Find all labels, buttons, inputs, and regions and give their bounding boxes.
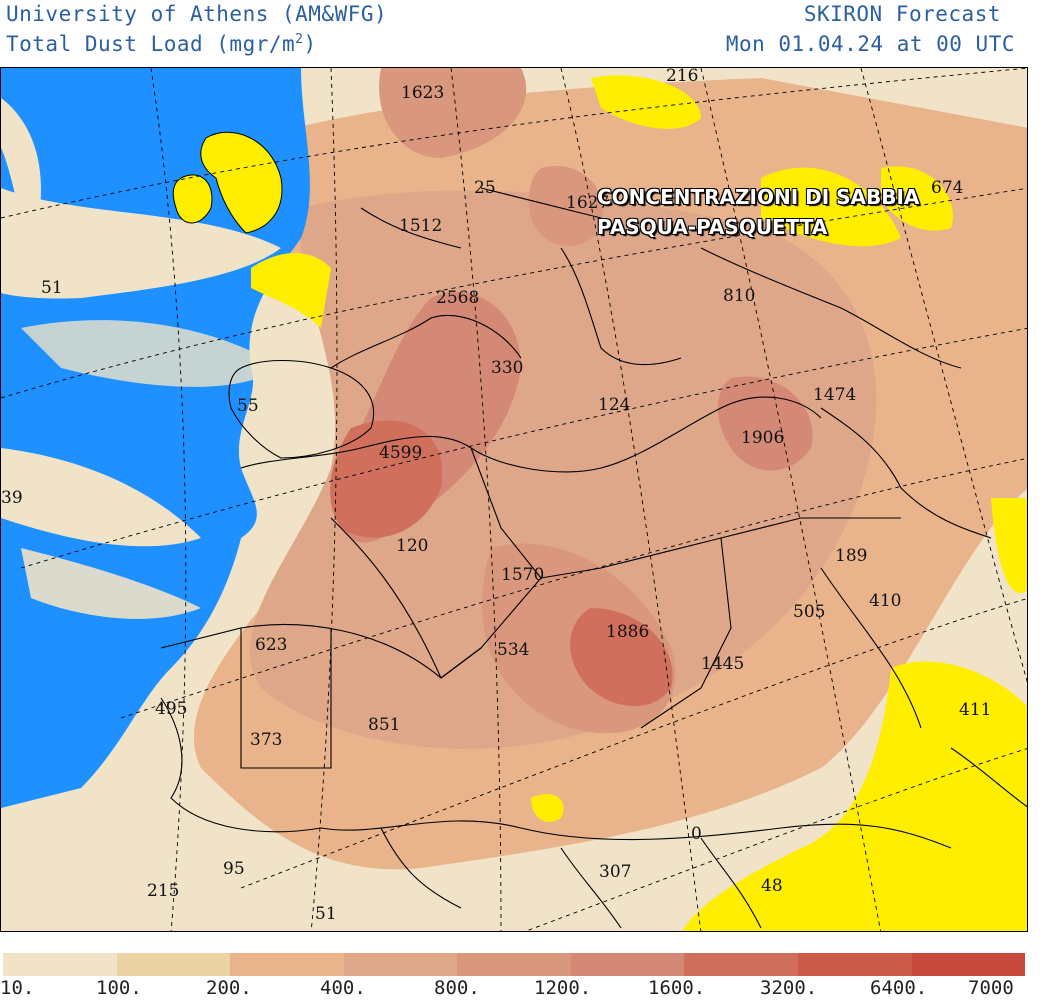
- map-value-label: 215: [147, 881, 180, 901]
- legend-swatch: [457, 953, 571, 976]
- legend-label: 100.: [96, 977, 142, 999]
- legend-label: 800.: [434, 977, 480, 999]
- legend-label: 6400.: [870, 977, 928, 999]
- map-value-label: 1623: [401, 83, 445, 103]
- legend-label: 200.: [206, 977, 252, 999]
- map-value-label: 410: [869, 591, 902, 611]
- map-value-label: 810: [723, 286, 756, 306]
- map-value-label: 39: [1, 488, 23, 508]
- map-value-label: 55: [237, 396, 259, 416]
- color-legend: [3, 953, 1026, 976]
- overlay-line1: CONCENTRAZIONI DI SABBIA: [597, 185, 920, 209]
- legend-swatch: [230, 953, 344, 976]
- legend-labels: 10. 100. 200. 400. 800. 1200. 1600. 3200. 6400. 7…: [0, 977, 1057, 999]
- map-value-label: 330: [491, 358, 524, 378]
- map-value-label: 495: [155, 699, 188, 719]
- map-value-label: 0: [691, 824, 702, 844]
- map-value-label: 1570: [501, 565, 545, 585]
- institution-label: University of Athens (AM&WFG): [6, 2, 388, 26]
- dust-map[interactable]: 1623 216 25 1627 1512 674 51 2568 810 330 55 124 147…: [0, 67, 1028, 932]
- map-value-label: 124: [598, 395, 631, 415]
- map-value-label: 1512: [399, 216, 443, 236]
- legend-swatch: [684, 953, 798, 976]
- map-value-label: 411: [959, 700, 992, 720]
- map-value-label: 51: [41, 278, 63, 298]
- map-value-label: 1627: [566, 193, 610, 213]
- map-value-label: 48: [761, 876, 783, 896]
- legend-swatch: [570, 953, 685, 976]
- map-value-label: 373: [250, 730, 283, 750]
- legend-label: 3200.: [760, 977, 818, 999]
- map-value-label: 851: [368, 715, 401, 735]
- valid-time-label: Mon 01.04.24 at 00 UTC: [725, 32, 1015, 56]
- map-value-label: 534: [497, 640, 530, 660]
- legend-label: 10.: [0, 977, 35, 999]
- legend-swatch: [797, 953, 912, 976]
- overlay-caption: CONCENTRAZIONI DI SABBIA PASQUA-PASQUETT…: [597, 182, 919, 242]
- legend-swatch: [343, 953, 458, 976]
- map-value-label: 623: [255, 635, 288, 655]
- product-title: Total Dust Load (mgr/m2): [6, 32, 317, 56]
- map-value-label: 1445: [701, 654, 745, 674]
- map-value-label: 51: [315, 904, 337, 924]
- map-value-label: 1886: [606, 622, 650, 642]
- legend-swatch: [911, 953, 1026, 976]
- map-value-label: 189: [835, 546, 868, 566]
- map-value-label: 95: [223, 859, 245, 879]
- map-value-label: 505: [793, 602, 826, 622]
- map-value-label: 2568: [436, 288, 480, 308]
- map-value-label: 4599: [379, 443, 423, 463]
- legend-swatch: [116, 953, 231, 976]
- map-value-label: 120: [396, 536, 429, 556]
- legend-label: 7000: [968, 977, 1014, 999]
- map-canvas: [1, 68, 1027, 931]
- legend-label: 1600.: [648, 977, 706, 999]
- map-value-label: 674: [931, 178, 964, 198]
- map-value-label: 307: [599, 862, 632, 882]
- map-value-label: 216: [666, 67, 699, 86]
- map-value-label: 25: [474, 178, 496, 198]
- map-value-label: 1474: [813, 385, 857, 405]
- map-value-label: 1906: [741, 428, 785, 448]
- legend-label: 400.: [320, 977, 366, 999]
- overlay-line2: PASQUA-PASQUETTA: [597, 215, 828, 239]
- legend-label: 1200.: [534, 977, 592, 999]
- legend-swatch: [3, 953, 117, 976]
- model-label: SKIRON Forecast: [803, 2, 1001, 26]
